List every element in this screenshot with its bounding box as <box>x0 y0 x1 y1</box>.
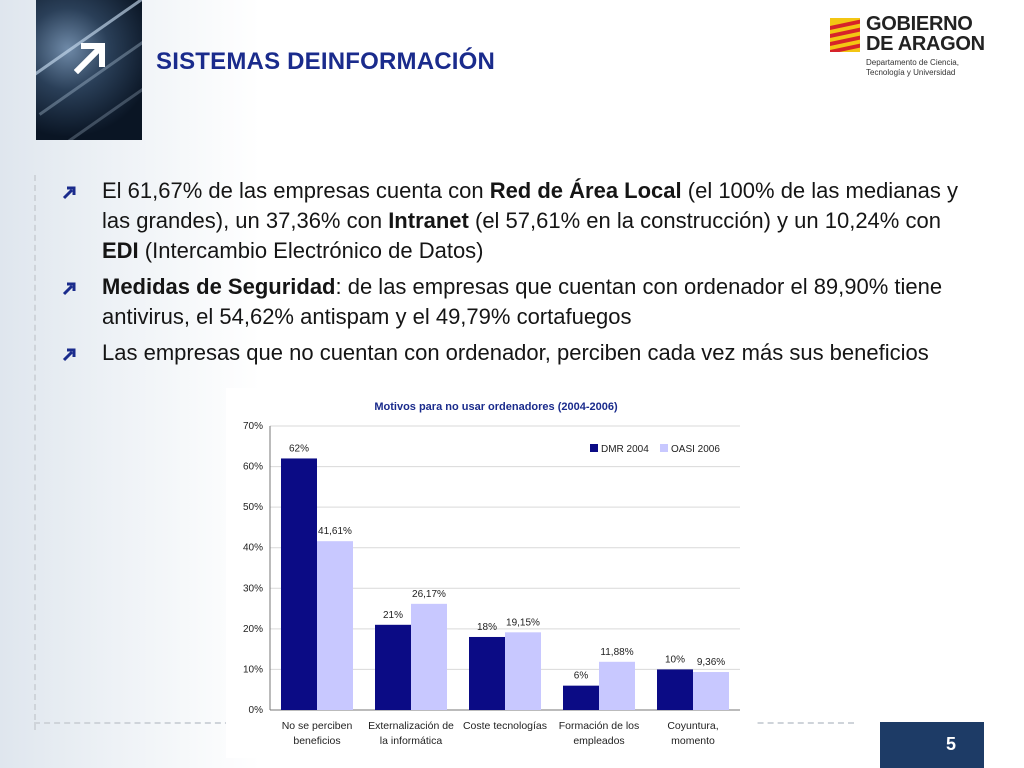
legend-swatch <box>660 444 668 452</box>
x-tick-label: Formación de los <box>559 720 640 732</box>
gobierno-aragon-logo: GOBIERNO DE ARAGON Departamento de Cienc… <box>830 14 1010 80</box>
logo-department: Departamento de Ciencia, Tecnología y Un… <box>866 58 959 77</box>
bar-dmr-2004 <box>657 669 693 710</box>
y-tick-label: 20% <box>243 624 263 635</box>
y-tick-label: 40% <box>243 543 263 554</box>
bar-dmr-2004 <box>375 624 411 710</box>
bullet-text-bold: EDI <box>102 238 139 263</box>
data-label: 41,61% <box>318 526 352 537</box>
bar-dmr-2004 <box>281 458 317 710</box>
bullet-text: Las empresas que no cuentan con ordenado… <box>102 340 929 365</box>
bullet-arrow-icon <box>62 348 76 362</box>
legend-swatch <box>590 444 598 452</box>
y-tick-label: 70% <box>243 421 263 432</box>
data-label: 18% <box>477 622 497 633</box>
y-tick-label: 10% <box>243 664 263 675</box>
bullet-item: Medidas de Seguridad: de las empresas qu… <box>62 272 972 332</box>
header-photo <box>36 0 142 140</box>
bullet-text: El 61,67% de las empresas cuenta con <box>102 178 490 203</box>
slide-title: SISTEMAS DEINFORMACIÓN <box>156 48 496 75</box>
chart-svg: Motivos para no usar ordenadores (2004-2… <box>243 401 740 747</box>
bar-oasi-2006 <box>317 541 353 710</box>
x-tick-label: Coyuntura, <box>667 720 718 732</box>
legend-label: DMR 2004 <box>601 444 649 455</box>
data-label: 21% <box>383 610 403 621</box>
page-number: 5 <box>945 734 956 754</box>
y-tick-label: 50% <box>243 502 263 513</box>
data-label: 10% <box>665 654 685 665</box>
bullet-text: (Intercambio Electrónico de Datos) <box>138 238 484 263</box>
legend-label: OASI 2006 <box>671 444 720 455</box>
bar-dmr-2004 <box>469 636 505 710</box>
bullet-text-bold: Medidas de Seguridad <box>102 274 336 299</box>
bar-dmr-2004 <box>563 685 599 710</box>
x-tick-label: momento <box>671 735 715 747</box>
data-label: 9,36% <box>697 657 725 668</box>
bullet-text-bold: Intranet <box>388 208 469 233</box>
divider-vertical <box>34 175 36 730</box>
data-label: 11,88% <box>600 647 633 658</box>
chart-title: Motivos para no usar ordenadores (2004-2… <box>374 401 618 413</box>
bar-chart: Motivos para no usar ordenadores (2004-2… <box>226 388 756 758</box>
data-label: 19,15% <box>506 617 540 628</box>
page-number-box: 5 <box>880 722 984 768</box>
data-label: 62% <box>289 443 309 454</box>
bar-oasi-2006 <box>693 672 729 710</box>
x-tick-label: empleados <box>573 735 624 747</box>
bullet-list: El 61,67% de las empresas cuenta con Red… <box>62 176 972 374</box>
bullet-text: : de las empresas que cuentan con ordena… <box>102 274 943 329</box>
bullet-text: (el 57,61% en la construcción) y un 10,2… <box>468 208 941 233</box>
logo-text: GOBIERNO DE ARAGON <box>866 13 985 55</box>
arrow-icon <box>74 43 105 74</box>
bullet-item: Las empresas que no cuentan con ordenado… <box>62 338 972 368</box>
bar-oasi-2006 <box>599 661 635 710</box>
x-tick-label: la informática <box>380 735 443 747</box>
data-label: 6% <box>574 671 589 682</box>
y-tick-label: 60% <box>243 462 263 473</box>
bar-oasi-2006 <box>411 603 447 710</box>
bullet-arrow-icon <box>62 282 76 296</box>
bullet-text: (el 100% de las medianas y las grandes),… <box>102 178 959 233</box>
x-tick-label: No se perciben <box>282 720 353 732</box>
bullet-text-bold: Red de Área Local <box>489 178 682 203</box>
y-tick-label: 30% <box>243 583 263 594</box>
x-tick-label: beneficios <box>293 735 340 747</box>
x-tick-label: Coste tecnologías <box>463 720 547 732</box>
bar-oasi-2006 <box>505 632 541 710</box>
x-tick-label: Externalización de <box>368 720 454 732</box>
y-tick-label: 0% <box>249 705 264 716</box>
bullet-item: El 61,67% de las empresas cuenta con Red… <box>62 176 972 266</box>
data-label: 26,17% <box>412 589 446 600</box>
aragon-flag-icon <box>830 18 860 52</box>
bullet-arrow-icon <box>62 186 76 200</box>
